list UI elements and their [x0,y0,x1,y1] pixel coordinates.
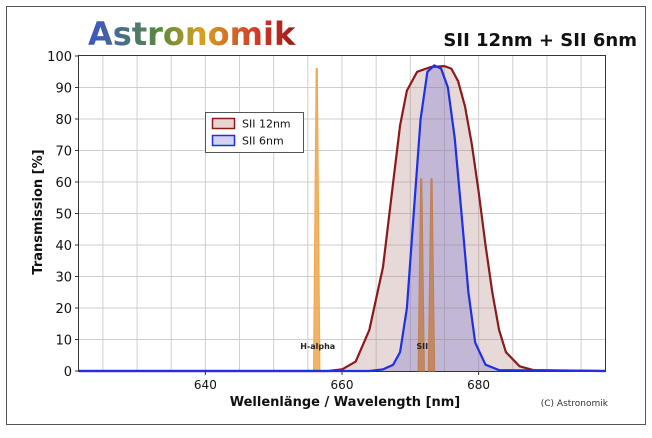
emission-line-labels: H-alpha SII [300,342,428,351]
series-line-sii-6nm [79,64,606,373]
legend-label-sii-6nm: SII 6nm [242,135,284,148]
y-tick-label: 80 [55,113,72,128]
y-tick-label: 30 [55,271,72,286]
y-tick-label: 70 [55,145,72,160]
series-fills [79,65,605,372]
copyright-note: (C) Astronomik [541,399,609,409]
y-tick-labels: 0 10 20 30 40 50 60 70 80 90 100 [47,50,79,380]
legend: SII 12nm SII 6nm [205,112,304,153]
emission-peak [427,178,436,372]
y-tick-label: 10 [55,334,72,349]
y-tick-label: 0 [64,365,72,380]
emission-label: SII [416,342,428,351]
chart-title: SII 12nm + SII 6nm [443,30,637,51]
y-tick-label: 90 [55,82,72,97]
y-tick-label: 50 [55,208,72,223]
x-tick-labels: 640 660 680 [194,371,490,392]
series-line-sii-12nm [79,65,606,373]
emission-label: H-alpha [300,342,335,351]
legend-swatch-sii-12nm [211,117,236,130]
y-tick-label: 60 [55,176,72,191]
x-axis-label: Wellenlänge / Wavelength [nm] [230,395,461,410]
emission-peak [417,178,425,372]
x-tick-label: 640 [194,378,217,392]
x-tick-label: 660 [331,378,354,392]
brand-logo: Astronomik [88,15,296,53]
series-fill-sii-12nm [79,66,605,371]
y-axis-label: Transmission [%] [31,149,46,274]
legend-label-sii-12nm: SII 12nm [242,118,291,131]
y-tick-label: 100 [47,50,72,65]
legend-swatch-sii-6nm [211,134,236,147]
x-tick-label: 680 [467,378,490,392]
grid [79,56,605,371]
series-lines [79,64,606,373]
y-tick-label: 20 [55,302,72,317]
y-tick-label: 40 [55,239,72,254]
